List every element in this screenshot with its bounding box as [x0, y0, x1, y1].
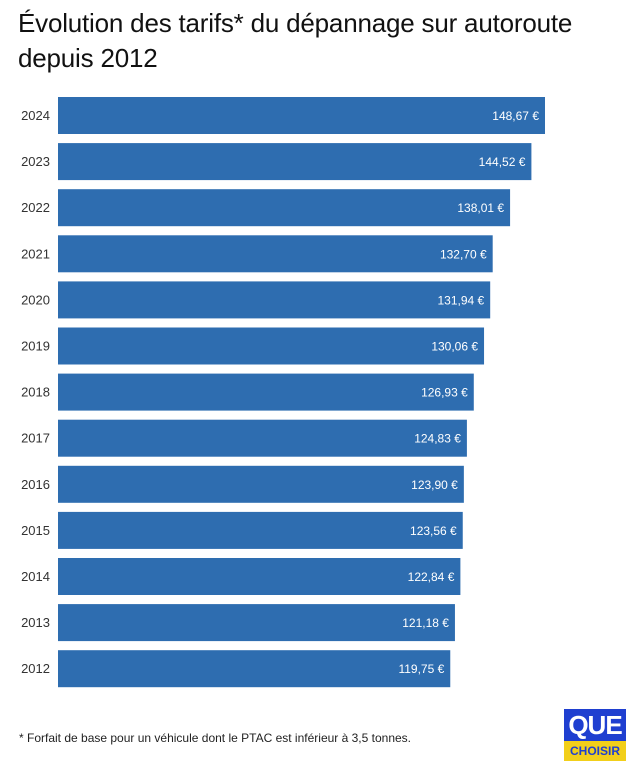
- bar-2016: [58, 465, 464, 503]
- value-label-2018: 126,93 €: [421, 386, 468, 400]
- value-label-2019: 130,06 €: [431, 340, 478, 354]
- bar-2020: [58, 281, 491, 319]
- value-label-2021: 132,70 €: [440, 247, 487, 261]
- bar-2019: [58, 327, 485, 365]
- value-label-2022: 138,01 €: [457, 201, 504, 215]
- bar-2014: [58, 558, 461, 595]
- bar-2017: [58, 419, 467, 457]
- category-label-2017: 2017: [21, 431, 50, 446]
- bar-2022: [58, 189, 511, 227]
- logo-line-1: QUE: [564, 709, 626, 741]
- category-label-2018: 2018: [21, 385, 50, 400]
- category-label-2022: 2022: [21, 200, 50, 215]
- category-label-2016: 2016: [21, 477, 50, 492]
- value-label-2017: 124,83 €: [414, 432, 461, 446]
- chart-title: Évolution des tarifs* du dépannage sur a…: [18, 8, 573, 73]
- bar-2018: [58, 373, 474, 411]
- bar-2013: [58, 604, 455, 642]
- value-label-2013: 121,18 €: [402, 616, 449, 630]
- value-label-2015: 123,56 €: [410, 524, 457, 538]
- bar-2023: [58, 143, 532, 181]
- bar-2012: [58, 650, 451, 688]
- category-label-2015: 2015: [21, 523, 50, 538]
- logo-line-2: CHOISIR: [564, 741, 626, 761]
- category-label-2023: 2023: [21, 154, 50, 169]
- category-label-2019: 2019: [21, 339, 50, 354]
- bar-2024: [58, 97, 545, 134]
- que-choisir-logo: QUE CHOISIR: [564, 709, 626, 761]
- footnote: * Forfait de base pour un véhicule dont …: [19, 731, 412, 745]
- value-label-2020: 131,94 €: [437, 293, 484, 307]
- value-label-2024: 148,67 €: [492, 109, 539, 123]
- value-label-2014: 122,84 €: [408, 570, 455, 584]
- bar-2021: [58, 235, 493, 273]
- value-label-2016: 123,90 €: [411, 478, 458, 492]
- category-label-2020: 2020: [21, 292, 50, 307]
- value-label-2012: 119,75 €: [398, 662, 444, 676]
- category-label-2013: 2013: [21, 615, 50, 630]
- bar-2015: [58, 511, 463, 549]
- category-label-2012: 2012: [21, 661, 50, 676]
- category-label-2024: 2024: [21, 108, 50, 123]
- value-label-2023: 144,52 €: [479, 155, 526, 169]
- category-label-2021: 2021: [21, 246, 50, 261]
- category-label-2014: 2014: [21, 569, 50, 584]
